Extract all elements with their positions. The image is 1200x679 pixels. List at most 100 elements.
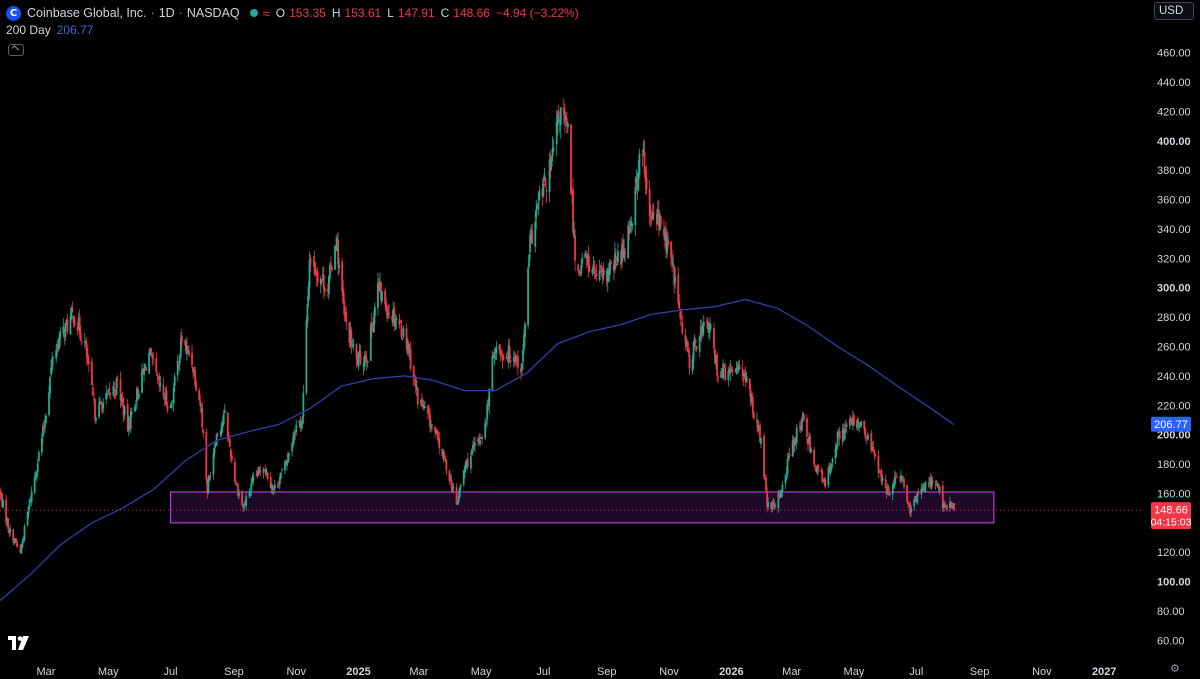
candle-body [786,459,789,475]
x-tick-label: Nov [286,666,306,678]
candle-body [513,357,516,362]
currency-selector[interactable]: USD [1154,2,1194,20]
tradingview-logo-icon[interactable] [8,636,32,650]
candle-body [8,530,11,534]
x-tick-label: Jul [536,666,550,678]
market-status-icon[interactable] [249,9,258,17]
candle-body [36,463,39,472]
y-tick-label: 400.00 [1157,136,1191,148]
candle-body [21,541,24,548]
collapse-legend-icon[interactable] [8,44,24,56]
candle-body [880,469,883,482]
candle-body [691,359,694,371]
candle-body [80,342,83,343]
candle-body [578,270,581,275]
candle-body [577,264,580,271]
candle-body [594,275,597,277]
candle-body [133,407,136,411]
y-tick-label: 180.00 [1157,459,1191,471]
candle-body [738,364,741,370]
candle-body [244,503,247,506]
candle-body [402,328,405,337]
candle-body [276,485,279,487]
candle-body [724,367,727,381]
candle-body [535,209,538,218]
candle-body [356,355,359,365]
candle-body [138,393,140,399]
candle-body [848,418,851,427]
candle-body [644,171,647,182]
candle-body [499,349,502,357]
candle-body [462,470,465,485]
candle-body [448,471,451,482]
candle-body [301,417,304,424]
candle-body [251,479,254,483]
candles [0,98,955,555]
candle-body [214,444,217,447]
ma200-line [0,298,955,602]
candle-body [316,271,319,283]
settings-gear-icon[interactable]: ⚙ [1170,663,1180,675]
candle-body [600,265,603,273]
y-tick-label: 340.00 [1157,224,1191,236]
candle-body [205,431,208,480]
candle-body [823,479,826,483]
candle-body [873,450,876,456]
indicator-legend[interactable]: 200 Day 206.77 [6,23,93,37]
candle-body [338,265,341,268]
candle-body [950,502,952,504]
candle-body [130,411,133,414]
x-tick-label: Mar [782,666,801,678]
candle-body [941,485,944,509]
x-tick-label: Jul [909,666,923,678]
candle-body [400,325,403,338]
candle-body [113,389,116,392]
candle-body [434,426,437,433]
candle-body [320,278,323,281]
indicator-name[interactable]: 200 Day [6,23,51,37]
symbol-name[interactable]: Coinbase Global, Inc. [27,6,147,20]
candle-body [852,417,854,426]
candle-body [270,488,273,489]
candle-body [822,480,825,481]
candle-body [487,402,490,407]
candle-body [292,437,295,444]
candle-body [888,493,891,496]
candle-body [799,425,802,430]
candle-body [623,248,626,259]
candle-body [567,123,569,128]
candle-body [652,212,655,215]
candle-body [380,282,382,300]
candle-body [309,257,312,266]
candle-body [328,276,330,294]
candle-body [56,344,59,347]
candle-body [334,245,336,270]
candle-body [781,484,784,492]
candle-body [438,437,441,448]
candle-body [99,401,102,404]
candle-body [717,376,719,378]
countdown-label: 04:15:03 [1151,517,1192,529]
chart-header: C Coinbase Global, Inc. · 1D · NASDAQ ≈ … [6,4,581,22]
candle-body [566,118,568,125]
candle-body [810,448,812,453]
candle-body [192,367,194,373]
candle-body [164,392,167,400]
candle-body [922,487,925,491]
candle-body [851,420,853,425]
candle-body [867,435,870,439]
candle-body [614,253,616,270]
wave-icon[interactable]: ≈ [262,5,270,21]
candle-body [236,484,238,486]
exchange-label: NASDAQ [186,6,240,20]
candle-body [395,318,398,321]
candle-body [73,319,76,326]
candle-body [641,154,644,156]
candle-body [908,503,911,506]
candle-body [302,392,305,418]
candle-body [16,544,19,546]
candle-body [412,366,415,379]
candle-body [551,148,554,157]
interval-label[interactable]: 1D [158,6,175,20]
